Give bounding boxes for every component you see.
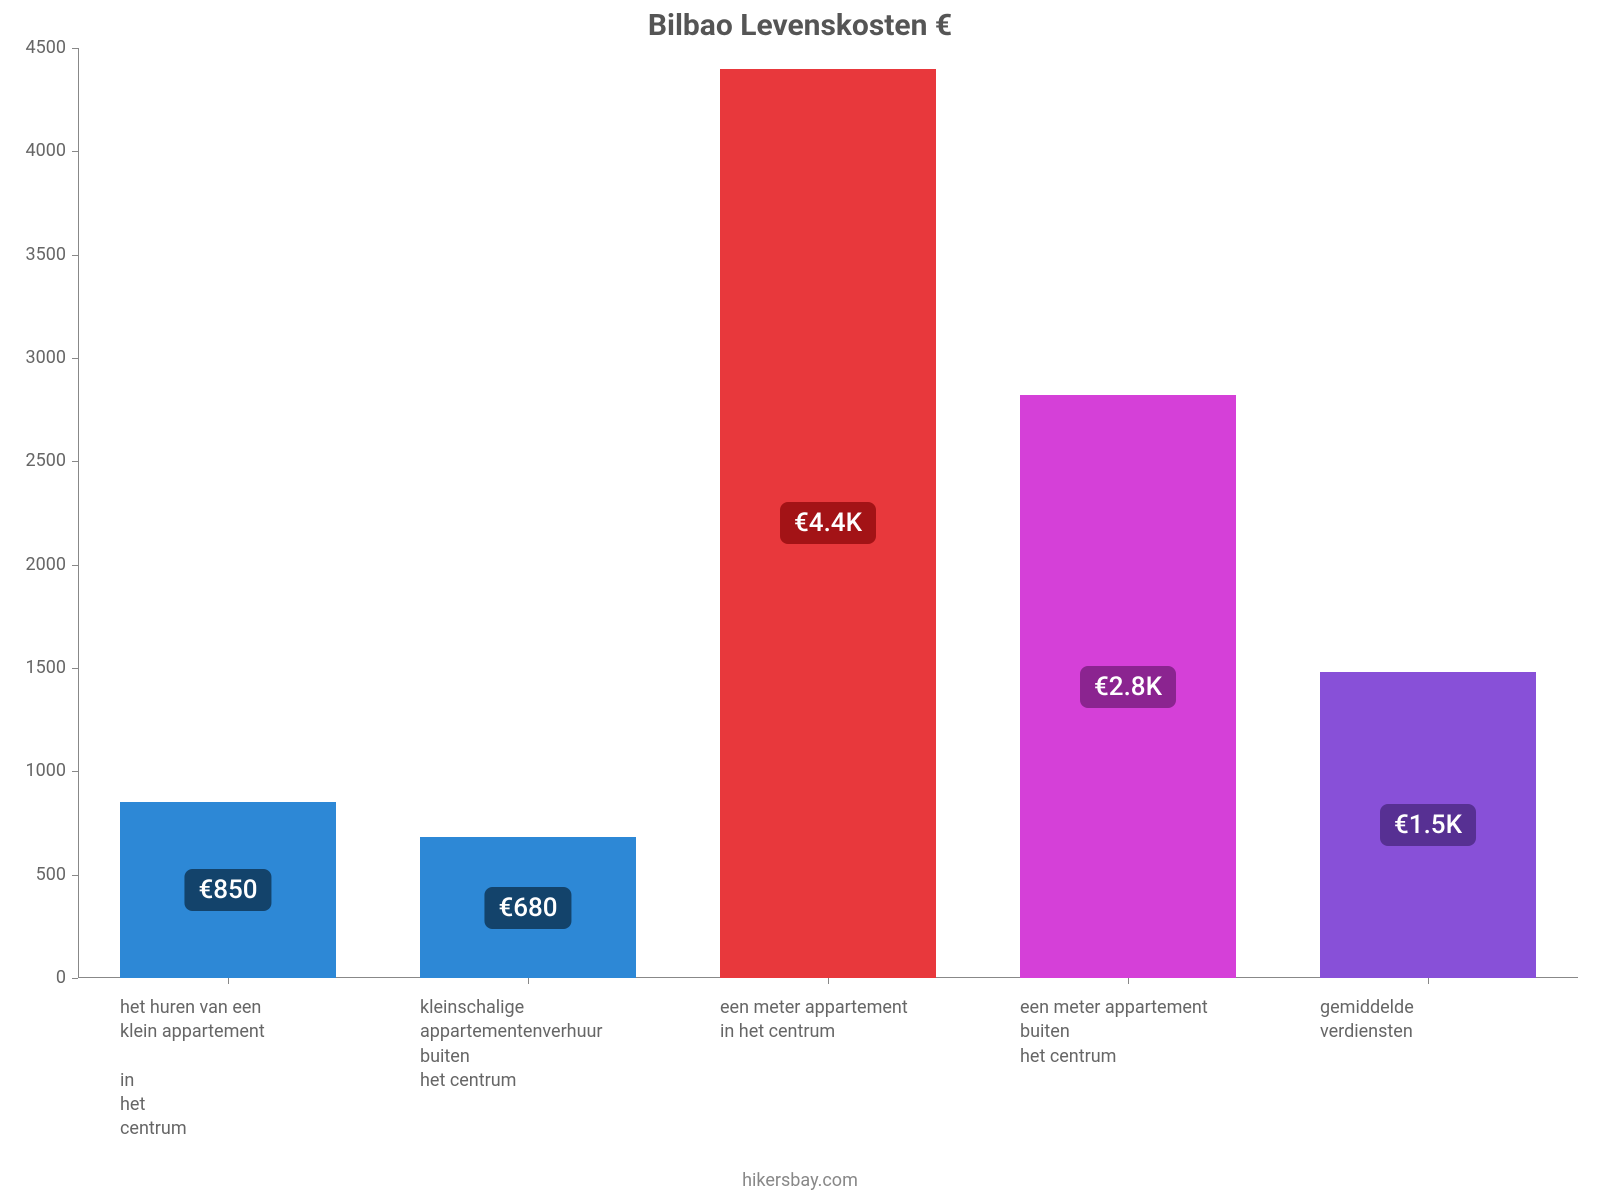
ytick-mark	[72, 978, 78, 979]
x-category-label: het huren van een klein appartement in h…	[120, 996, 420, 1142]
ytick-label: 1500	[0, 657, 66, 678]
xtick-mark	[828, 978, 829, 984]
ytick-mark	[72, 358, 78, 359]
ytick-label: 0	[0, 967, 66, 988]
ytick-mark	[72, 48, 78, 49]
xtick-mark	[528, 978, 529, 984]
xtick-mark	[228, 978, 229, 984]
ytick-label: 3000	[0, 347, 66, 368]
y-axis-line	[78, 48, 79, 978]
ytick-label: 4500	[0, 37, 66, 58]
x-category-label: gemiddelde verdiensten	[1320, 996, 1600, 1045]
ytick-mark	[72, 875, 78, 876]
ytick-mark	[72, 668, 78, 669]
ytick-label: 4000	[0, 140, 66, 161]
ytick-label: 1000	[0, 760, 66, 781]
ytick-label: 3500	[0, 244, 66, 265]
ytick-label: 2000	[0, 554, 66, 575]
credit-text: hikersbay.com	[0, 1170, 1600, 1191]
bar-value-label: €680	[484, 887, 571, 929]
plot-area: 050010001500200025003000350040004500€850…	[78, 48, 1578, 978]
xtick-mark	[1428, 978, 1429, 984]
ytick-mark	[72, 771, 78, 772]
xtick-mark	[1128, 978, 1129, 984]
x-category-label: kleinschalige appartementenverhuur buite…	[420, 996, 720, 1093]
ytick-mark	[72, 255, 78, 256]
bar-value-label: €4.4K	[780, 502, 876, 544]
ytick-label: 500	[0, 864, 66, 885]
bar-value-label: €850	[184, 869, 271, 911]
ytick-mark	[72, 151, 78, 152]
ytick-mark	[72, 565, 78, 566]
bar-value-label: €1.5K	[1380, 804, 1476, 846]
chart-container: Bilbao Levenskosten € 050010001500200025…	[0, 0, 1600, 1200]
chart-title: Bilbao Levenskosten €	[0, 8, 1600, 43]
x-category-label: een meter appartement in het centrum	[720, 996, 1020, 1045]
bar-value-label: €2.8K	[1080, 666, 1176, 708]
ytick-mark	[72, 461, 78, 462]
ytick-label: 2500	[0, 450, 66, 471]
x-category-label: een meter appartement buiten het centrum	[1020, 996, 1320, 1069]
